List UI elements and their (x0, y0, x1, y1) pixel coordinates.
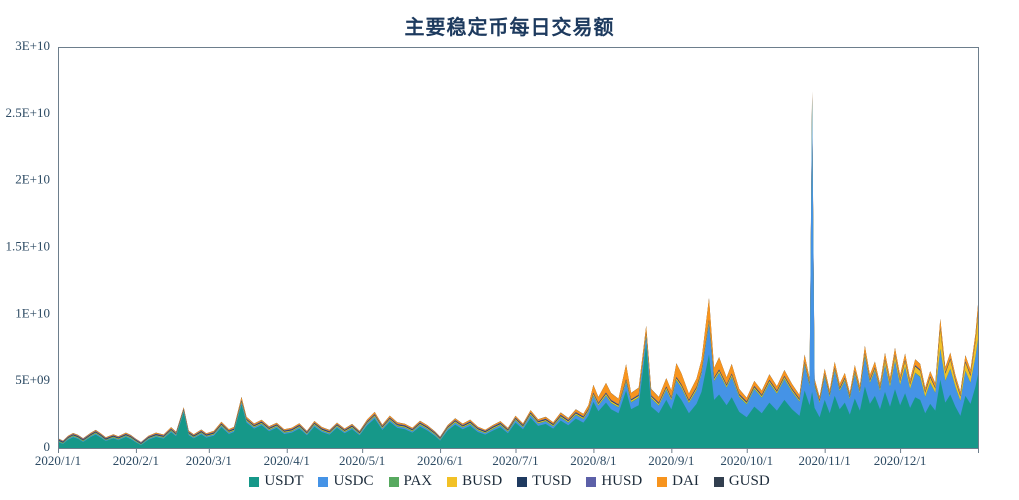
legend-label-usdt: USDT (264, 473, 304, 489)
legend-swatch-tusd (517, 476, 528, 487)
chart-canvas: 0 5E+09 1E+10 1.5E+10 2E+10 2.5E+10 3E+10 2020/… (5, 38, 979, 468)
x-tick-label: 2020/9/1 (648, 453, 694, 468)
legend-swatch-gusd (713, 476, 724, 487)
legend-label-gusd: GUSD (728, 473, 770, 489)
x-tick-label: 2020/7/1 (492, 453, 538, 468)
legend-label-tusd: TUSD (532, 473, 572, 489)
area-usdc (58, 100, 978, 448)
x-tick-label: 2020/5/1 (339, 453, 385, 468)
area-usdt (58, 343, 978, 448)
legend-label-pax: PAX (403, 473, 433, 489)
legend-swatch-pax (388, 476, 399, 487)
legend-swatch-husd (586, 476, 597, 487)
chart-title: 主要稳定币每日交易额 (404, 17, 615, 39)
legend-label-dai: DAI (672, 473, 699, 489)
legend-item-pax: PAX (388, 473, 433, 490)
legend-item-husd: HUSD (586, 473, 642, 490)
x-tick-label: 2020/10/1 (720, 453, 773, 468)
legend-label-usdc: USDC (333, 473, 374, 489)
y-tick-label: 1.5E+10 (5, 238, 50, 253)
y-tick-label: 2.5E+10 (5, 105, 50, 120)
y-tick-label: 1E+10 (15, 305, 50, 320)
plot-border (58, 47, 979, 449)
legend-swatch-usdc (318, 476, 329, 487)
x-tick-label: 2020/6/1 (417, 453, 463, 468)
legend-item-gusd: GUSD (713, 473, 770, 490)
legend-item-dai: DAI (657, 473, 699, 490)
x-tick-label: 2020/1/1 (35, 453, 81, 468)
x-tick-label: 2020/11/1 (799, 453, 851, 468)
x-tick-label: 2020/12/1 (874, 453, 927, 468)
legend-label-husd: HUSD (601, 473, 643, 489)
legend-label-busd: BUSD (462, 473, 503, 489)
y-tick-label: 0 (44, 439, 51, 454)
legend-swatch-dai (657, 476, 668, 487)
x-tick-label: 2020/4/1 (264, 453, 310, 468)
y-tick-label: 2E+10 (15, 172, 50, 187)
legend-item-usdt: USDT (249, 473, 303, 490)
legend-item-usdc: USDC (318, 473, 374, 490)
legend-swatch-usdt (249, 476, 260, 487)
legend-item-busd: BUSD (447, 473, 502, 490)
y-tick-label: 5E+09 (15, 372, 50, 387)
legend: USDT USDC PAX BUSD TUSD HUSD DAI GUSD (0, 473, 1019, 490)
y-tick-label: 3E+10 (15, 38, 50, 53)
x-tick-label: 2020/2/1 (113, 453, 159, 468)
legend-swatch-busd (447, 476, 458, 487)
legend-item-tusd: TUSD (517, 473, 571, 490)
x-tick-label: 2020/3/1 (186, 453, 232, 468)
x-tick-label: 2020/8/1 (570, 453, 616, 468)
